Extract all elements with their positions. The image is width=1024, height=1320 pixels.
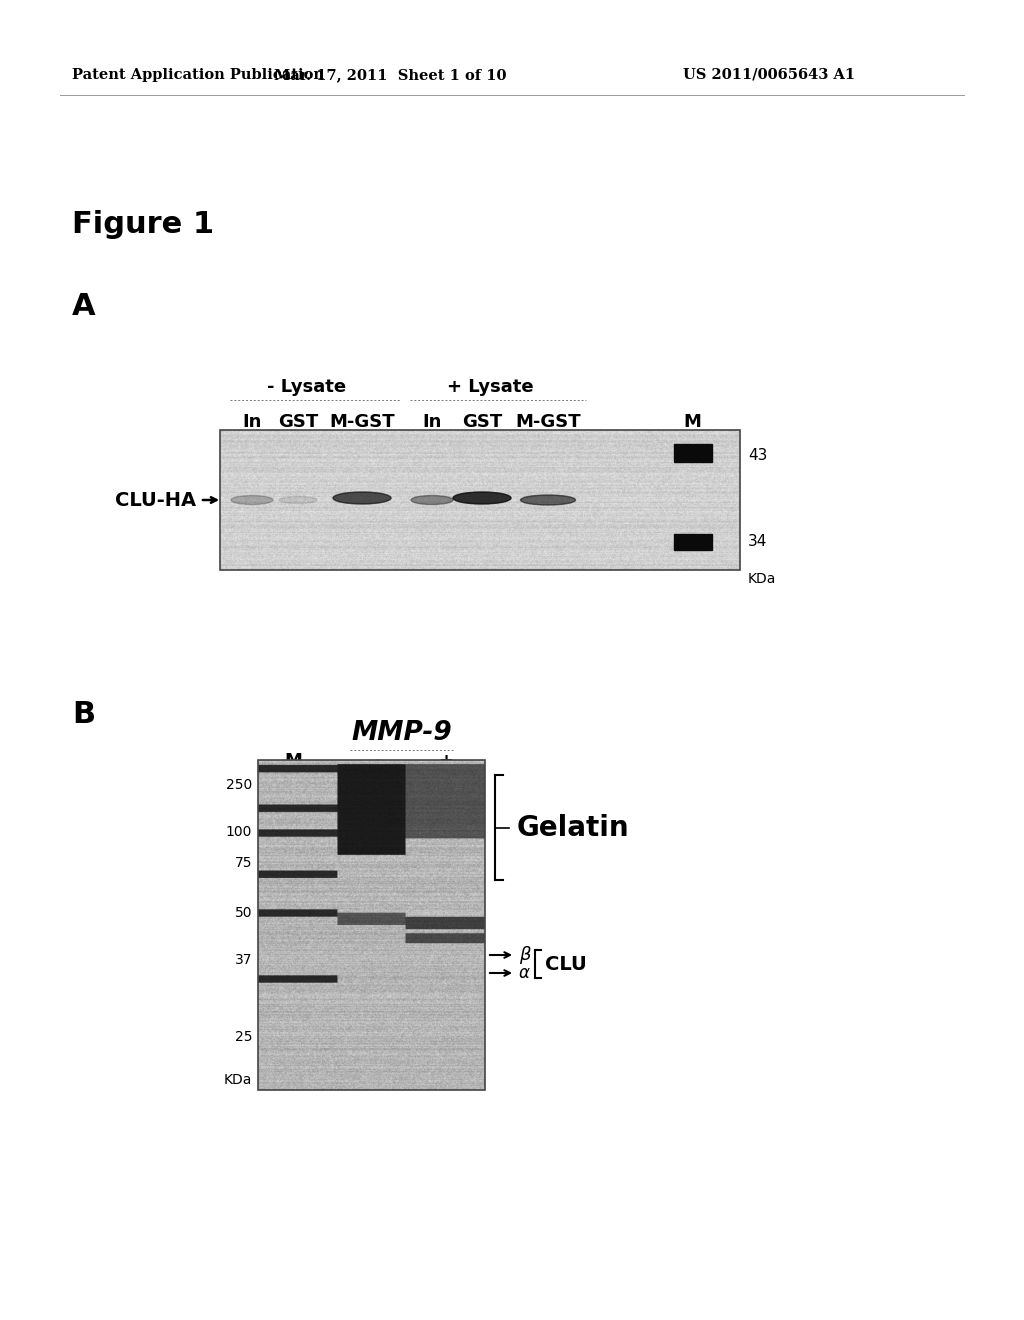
- Text: M-GST: M-GST: [329, 413, 395, 432]
- Text: +: +: [438, 752, 454, 770]
- Text: Gelatin: Gelatin: [517, 813, 630, 842]
- Text: -: -: [374, 752, 382, 770]
- Text: GST: GST: [278, 413, 318, 432]
- Text: M-GST: M-GST: [515, 413, 581, 432]
- Text: CLU-HA: CLU-HA: [115, 491, 196, 510]
- Bar: [674, 444, 712, 462]
- Bar: [258, 760, 485, 1090]
- Text: 75: 75: [234, 855, 252, 870]
- Ellipse shape: [453, 492, 511, 504]
- Text: 250: 250: [225, 777, 252, 792]
- Text: 50: 50: [234, 906, 252, 920]
- Text: US 2011/0065643 A1: US 2011/0065643 A1: [683, 69, 855, 82]
- Text: M: M: [284, 752, 302, 770]
- Text: In: In: [422, 413, 441, 432]
- Text: + Lysate: + Lysate: [446, 378, 534, 396]
- Text: 43: 43: [748, 447, 767, 462]
- Text: Patent Application Publication: Patent Application Publication: [72, 69, 324, 82]
- Text: CLU: CLU: [545, 954, 587, 974]
- Text: 37: 37: [234, 953, 252, 968]
- Text: A: A: [72, 292, 95, 321]
- Ellipse shape: [520, 495, 575, 506]
- Text: 25: 25: [234, 1030, 252, 1044]
- Ellipse shape: [279, 496, 317, 503]
- Bar: [220, 430, 740, 570]
- Ellipse shape: [333, 492, 391, 504]
- Text: β: β: [519, 946, 530, 964]
- Text: GST: GST: [462, 413, 502, 432]
- Text: KDa: KDa: [748, 572, 776, 586]
- Ellipse shape: [411, 495, 453, 504]
- Text: In: In: [243, 413, 262, 432]
- Text: M: M: [683, 413, 701, 432]
- Text: MMP-9: MMP-9: [351, 719, 452, 746]
- Text: KDa: KDa: [223, 1073, 252, 1086]
- Text: Figure 1: Figure 1: [72, 210, 214, 239]
- Ellipse shape: [231, 495, 273, 504]
- Bar: [674, 535, 712, 550]
- Text: 100: 100: [225, 825, 252, 840]
- Text: - Lysate: - Lysate: [267, 378, 346, 396]
- Text: 34: 34: [748, 535, 767, 549]
- Text: α: α: [519, 964, 530, 982]
- Text: Mar. 17, 2011  Sheet 1 of 10: Mar. 17, 2011 Sheet 1 of 10: [273, 69, 506, 82]
- Text: B: B: [72, 700, 95, 729]
